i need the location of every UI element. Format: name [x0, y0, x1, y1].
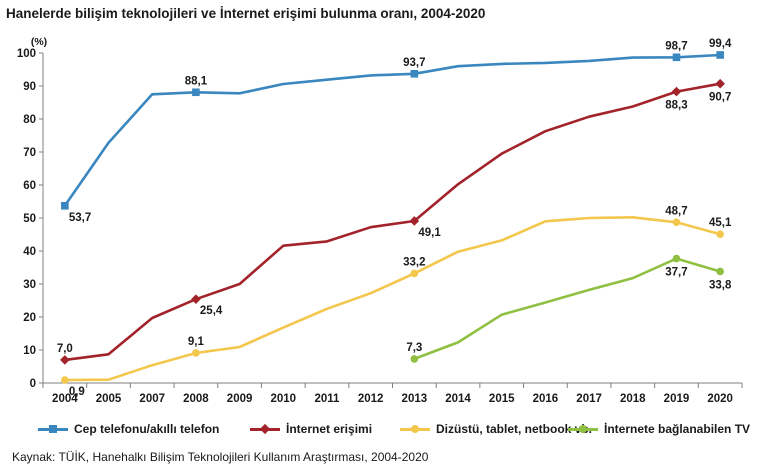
x-tick-label: 2014	[445, 393, 471, 405]
x-tick-label: 2009	[227, 393, 253, 405]
series-lines	[60, 51, 725, 384]
source-note: Kaynak: TÜİK, Hanehalkı Bilişim Teknoloj…	[12, 450, 429, 464]
y-tick-label: 80	[23, 114, 36, 126]
data-label: 33,8	[709, 279, 732, 291]
line-chart: 0 10 20 30 40 50 60 70 80 90 100(%) 2004 2005 2007 200…	[17, 36, 743, 405]
legend-marker	[259, 423, 271, 435]
legend-label: İnternete bağlanabilen TV	[604, 422, 751, 436]
y-tick-label: 10	[23, 345, 36, 357]
data-label: 93,7	[403, 57, 425, 69]
data-point-square	[672, 53, 681, 62]
data-point-circle	[672, 254, 681, 263]
y-tick-label: 0	[30, 378, 36, 390]
data-point-square	[410, 69, 419, 78]
x-tick-label: 2016	[533, 393, 559, 405]
series-1	[60, 78, 725, 365]
x-tick-label: 2013	[402, 393, 428, 405]
data-point-diamond	[191, 294, 201, 304]
data-label: 53,7	[69, 212, 91, 224]
series-line	[63, 53, 721, 207]
x-tick-label: 2010	[270, 393, 296, 405]
y-tick-label: 60	[23, 180, 36, 192]
series-line	[64, 216, 721, 382]
data-point-square	[61, 201, 69, 210]
x-tick-label: 2017	[576, 393, 602, 405]
chart-title: Hanelerde bilişim teknolojileri ve İnter…	[6, 6, 486, 21]
y-tick-label: 40	[23, 246, 36, 258]
data-label: 37,7	[665, 267, 687, 279]
y-tick-label: 20	[23, 312, 36, 324]
series-line	[64, 82, 721, 362]
data-point-circle	[716, 230, 724, 238]
data-label: 45,1	[709, 217, 732, 229]
y-axis-unit-label: (%)	[31, 36, 47, 48]
data-label: 99,4	[709, 38, 732, 50]
legend-swatch-circle-icon	[400, 423, 430, 435]
data-point-circle	[410, 269, 419, 278]
data-label: 48,7	[665, 205, 687, 217]
x-tick-label: 2020	[707, 393, 733, 405]
series-line	[413, 257, 721, 361]
x-tick-label: 2015	[489, 393, 515, 405]
data-label: 88,1	[185, 75, 208, 87]
series-2	[61, 216, 724, 384]
data-label: 7,3	[406, 342, 422, 354]
legend-item-dizustu: Dizüstü, tablet, netbook vb.	[400, 422, 592, 436]
y-tick-label: 100	[17, 48, 36, 60]
series-3	[410, 254, 724, 363]
x-tick-label: 2004	[52, 393, 78, 405]
data-point-circle	[192, 349, 200, 357]
data-label: 7,0	[57, 343, 73, 355]
data-label: 0,9	[69, 386, 85, 398]
data-label: 9,1	[188, 336, 205, 348]
data-point-circle	[672, 218, 681, 227]
axes: 0 10 20 30 40 50 60 70 80 90 100(%) 2004 2005 2007 200…	[17, 36, 743, 405]
data-point-diamond	[671, 86, 682, 97]
x-tick-label: 2007	[139, 393, 165, 405]
series-0	[61, 51, 724, 210]
x-tick-label: 2005	[96, 393, 122, 405]
data-label: 90,7	[709, 92, 731, 104]
legend: Cep telefonu/akıllı telefon İnternet eri…	[38, 422, 758, 440]
legend-item-cep-telefonu: Cep telefonu/akıllı telefon	[38, 422, 219, 436]
data-label: 33,2	[403, 256, 425, 268]
y-tick-label: 50	[23, 213, 36, 225]
x-tick-label: 2019	[664, 393, 690, 405]
legend-swatch-circle-icon	[568, 423, 598, 435]
legend-item-internete-baglanabilen-tv: İnternete bağlanabilen TV	[568, 422, 750, 436]
legend-marker	[579, 425, 587, 433]
legend-marker	[49, 425, 57, 433]
y-tick-label: 90	[23, 81, 36, 93]
data-point-square	[192, 88, 200, 97]
data-label: 25,4	[200, 305, 223, 317]
data-point-circle	[716, 267, 724, 276]
data-label: 98,7	[665, 40, 687, 52]
data-point-circle	[61, 376, 69, 384]
y-tick-label: 30	[23, 279, 36, 291]
legend-swatch-square-icon	[38, 423, 68, 435]
x-tick-label: 2012	[358, 393, 384, 405]
data-point-diamond	[715, 78, 725, 89]
legend-label: Cep telefonu/akıllı telefon	[74, 422, 220, 436]
legend-label: Dizüstü, tablet, netbook vb.	[436, 422, 593, 436]
legend-label: İnternet erişimi	[286, 422, 373, 436]
legend-marker	[411, 425, 419, 433]
legend-item-internet-erisimi: İnternet erişimi	[250, 422, 372, 436]
data-point-circle	[410, 355, 419, 363]
data-label: 49,1	[418, 227, 441, 239]
data-point-diamond	[60, 355, 70, 365]
data-point-diamond	[409, 216, 420, 226]
data-label: 88,3	[665, 100, 687, 112]
data-labels: 53,7 88,1 93,7 98,7 99,4 7,0 25,4 49,1 88,3 90,7 0…	[57, 38, 732, 398]
legend-swatch-diamond-icon	[250, 423, 280, 435]
x-tick-label: 2018	[620, 393, 646, 405]
data-point-square	[716, 51, 724, 59]
y-tick-label: 70	[23, 147, 36, 159]
x-tick-label: 2011	[314, 393, 340, 405]
x-tick-label: 2008	[183, 393, 209, 405]
